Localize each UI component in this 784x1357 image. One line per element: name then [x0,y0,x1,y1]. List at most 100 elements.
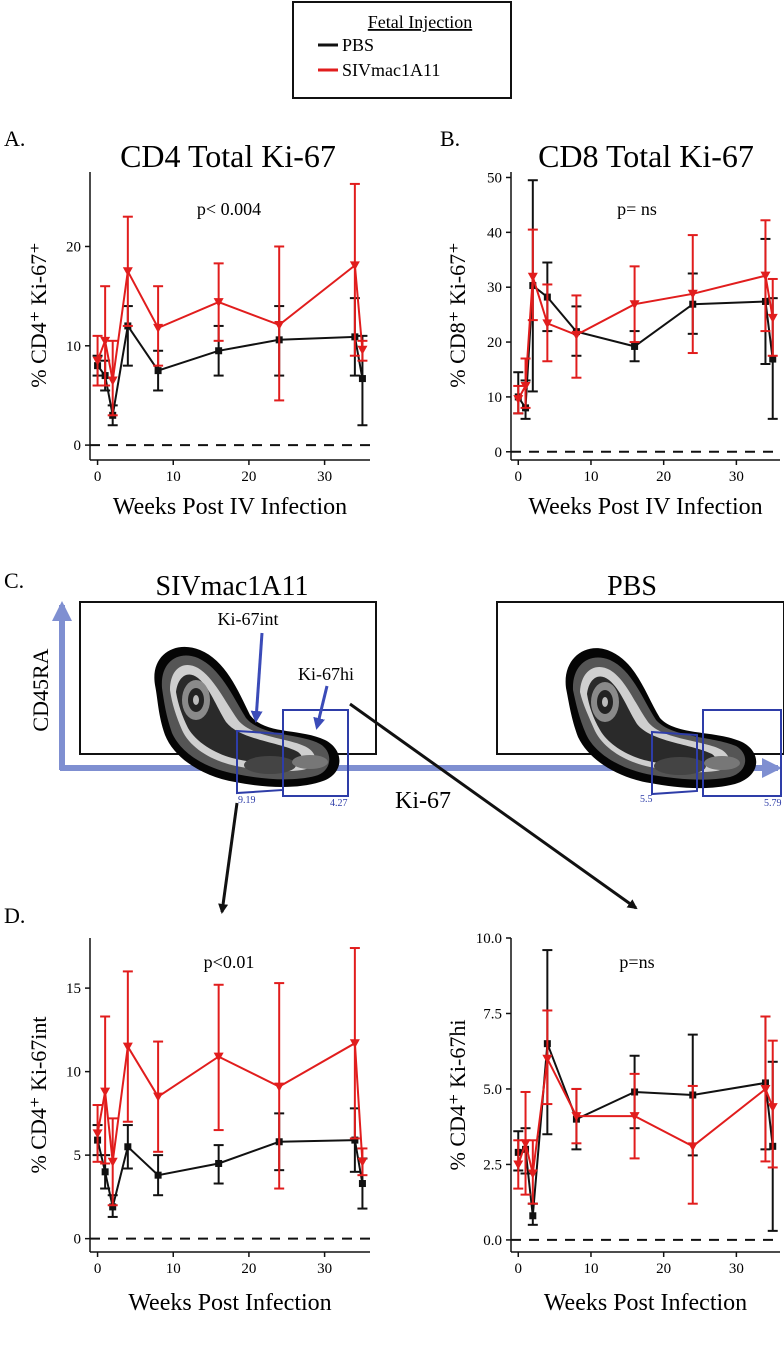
x-axis-label: Weeks Post Infection [128,1290,331,1316]
chart-cd4-ki67int: p<0.01 0 5 10 15 0 10 20 30 Weeks Post Infection%… [26,938,370,1316]
y-tick-label: 5.0 [483,1082,502,1098]
y-axis-label: % CD4⁺ Ki-67hi [445,1020,470,1171]
p-value-annotation: p=ns [619,952,654,972]
data-point [358,375,366,383]
flow-left-title: SIVmac1A11 [156,571,309,602]
legend-box [292,1,512,99]
data-point [767,1103,778,1113]
x-tick-label: 10 [166,1261,181,1277]
series-pbs [92,1107,368,1218]
data-point [122,1042,133,1052]
arrow-to-ki67hi-chart [349,702,638,910]
data-point [527,1169,538,1179]
data-point [124,1143,132,1151]
x-tick-label: 0 [515,469,523,485]
series-sivmac1a11 [92,947,368,1207]
x-axis-label: Weeks Post IV Infection [528,494,762,520]
data-point [274,320,285,330]
y-tick-label: 5 [74,1148,82,1164]
data-point [542,319,553,329]
flow-right-gate-hi [702,709,782,797]
legend-label-pbs: PBS [342,35,374,55]
y-tick-label: 0 [74,438,82,454]
data-point [100,336,111,346]
data-point [215,347,223,355]
series-line [96,263,364,381]
data-point [513,395,524,405]
series-pbs [513,949,778,1232]
x-tick-label: 0 [94,1261,102,1277]
flow-left-int-value: 9.19 [238,795,256,806]
data-point [92,356,103,366]
y-tick-label: 0 [495,445,503,461]
data-point [527,272,538,282]
series-sivmac1a11 [513,1009,778,1205]
panel-letter-c: C. [4,568,24,593]
y-tick-label: 0.0 [483,1233,502,1249]
series-line [517,1055,774,1174]
data-point [542,1054,553,1064]
legend: Fetal Injection PBS SIVmac1A11 [292,1,512,99]
y-axis-label: % CD8⁺ Ki-67⁺ [445,242,470,387]
data-point [357,345,368,355]
x-tick-label: 30 [729,1261,744,1277]
y-tick-label: 20 [487,335,502,351]
flow-right-title: PBS [607,571,657,602]
x-axis-label: Weeks Post Infection [544,1290,747,1316]
flow-left-int-label: Ki-67int [218,609,279,629]
data-point [357,1157,368,1167]
y-tick-label: 50 [487,170,502,186]
y-tick-label: 10 [487,390,502,406]
data-point [92,1129,103,1139]
y-tick-label: 30 [487,280,502,296]
data-point [769,355,777,363]
series-line [517,1043,774,1216]
legend-title: Fetal Injection [368,12,472,32]
y-axis-label: % CD4⁺ Ki-67⁺ [26,242,51,387]
x-tick-label: 0 [515,1261,523,1277]
data-point [107,1157,118,1167]
flow-left-int-arrow [250,632,264,723]
flow-left-plot: 9.19 4.27 Ki-67int Ki-67hi [79,601,377,809]
flow-right-plot: 5.5 5.79 [496,601,784,809]
data-point [529,1212,537,1220]
y-tick-label: 10 [66,1065,81,1081]
series-sivmac1a11 [92,182,368,417]
x-tick-label: 30 [317,1261,332,1277]
x-tick-label: 10 [583,1261,598,1277]
data-point [571,330,582,340]
chart-title: CD8 Total Ki-67 [538,138,754,174]
data-point [687,1142,698,1152]
data-point [109,1203,117,1211]
data-point [351,1136,359,1144]
data-point [760,1084,771,1094]
chart-title: CD4 Total Ki-67 [120,138,336,174]
data-point [153,323,164,333]
data-point [571,1112,582,1122]
y-tick-label: 10.0 [476,931,502,947]
data-point [101,1168,109,1176]
data-point [349,261,360,271]
data-point [629,1112,640,1122]
arrow-to-ki67int-chart [218,802,239,914]
series-sivmac1a11 [513,219,778,415]
p-value-annotation: p< 0.004 [197,199,261,219]
p-value-annotation: p<0.01 [204,952,255,972]
data-point [122,267,133,277]
legend-label-siv: SIVmac1A11 [342,60,440,80]
flow-panel: SIVmac1A11 PBS CD45RA Ki-67 [28,571,784,914]
flow-left-hi-label: Ki-67hi [298,664,354,684]
flow-left-hi-arrow [313,685,329,730]
series-line [96,1041,364,1162]
panel-letter-b: B. [440,126,460,151]
y-tick-label: 7.5 [483,1006,502,1022]
chart-cd8-total-ki67: CD8 Total Ki-67 p= ns 0 10 20 30 40 50 0 10 20 30 We… [445,138,780,520]
y-tick-label: 10 [66,339,81,355]
x-tick-label: 0 [94,469,102,485]
flow-right-hi-value: 5.79 [764,798,782,809]
panel-letter-d: D. [4,903,25,928]
data-point [631,342,639,350]
data-point [213,298,224,308]
data-point [215,1159,223,1167]
series-line [517,283,774,411]
